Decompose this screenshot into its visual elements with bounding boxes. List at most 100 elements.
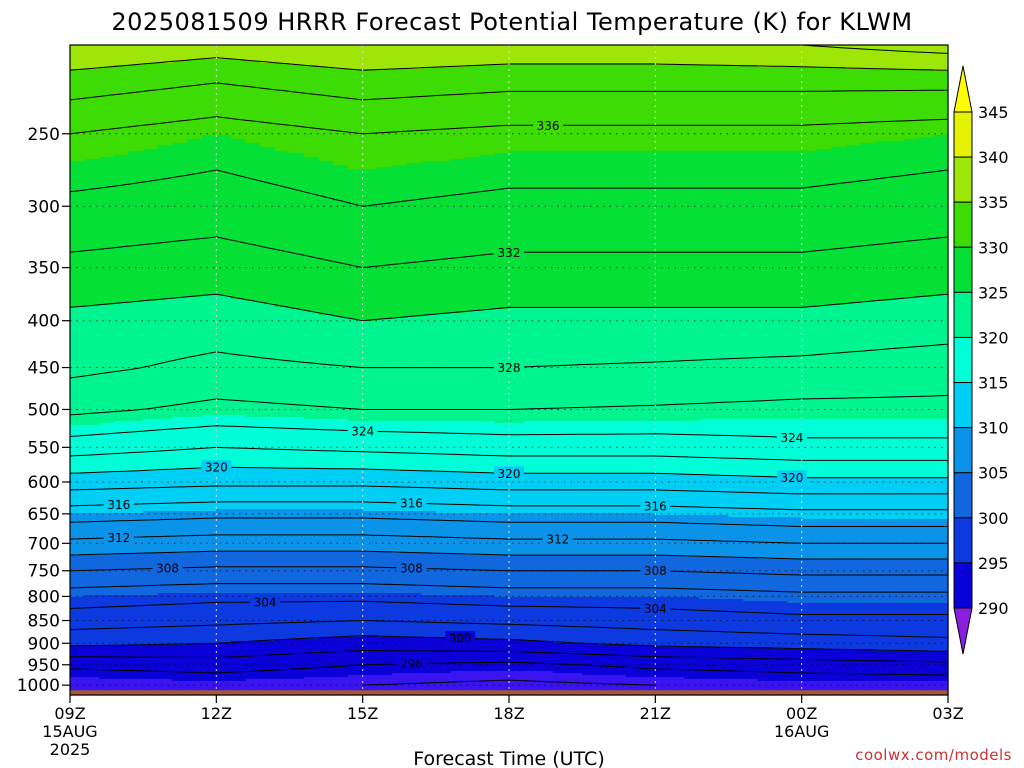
fill-cell [99,595,115,646]
fill-cell [816,305,832,420]
y-tick-label-700: 700 [28,534,60,554]
fill-cell [552,597,569,644]
contour-304 [69,600,948,615]
fill-cell [450,671,466,696]
x-tick-label-12Z: 12Z [201,704,232,723]
fill-cell [523,307,539,422]
fill-cell [406,593,422,638]
fill-cell [421,67,437,162]
contour-label-text: 300 [449,632,472,646]
fill-cell [216,45,232,60]
fill-cell [391,165,408,318]
fill-cell [421,315,437,422]
fill-cell [874,477,891,520]
fill-cell [787,151,803,308]
fill-cell [201,467,217,512]
y-tick-label-500: 500 [28,400,60,420]
colorbar: 345 340 335 330 325 320 315 310 305 300 295 290 [953,65,1009,655]
fill-cell [348,45,364,70]
fill-cell [626,151,642,308]
fill-cell [743,151,759,308]
fill-cell [509,45,525,64]
fill-cell [289,551,305,594]
fill-cell [918,419,934,478]
fill-cell [201,551,217,594]
fill-cell [538,151,554,308]
fill-cell [626,473,642,514]
fill-cell [787,603,803,650]
contour-label-text: 320 [780,471,803,485]
fill-cell [728,45,744,66]
fill-cell [377,551,393,594]
fill-cell [874,141,891,302]
fill-cell [260,147,276,304]
contour-label-bg [542,532,573,547]
fill-cell [918,137,934,298]
fill-cell [611,421,627,474]
fill-cell [772,67,788,152]
x-axis-title: Forecast Time (UTC) [413,748,604,768]
fill-cell [699,647,715,680]
fill-cell [933,135,949,296]
fill-cell [377,69,393,168]
fill-cell [406,673,422,696]
fill-cell [640,151,656,308]
colorbar-max-extension [953,65,973,113]
fill-cell [626,45,642,64]
y-tick-label-600: 600 [28,473,60,493]
fill-cell [728,517,744,558]
fill-cell [845,303,861,420]
fill-cell [465,513,481,556]
fill-cell [274,509,291,552]
fill-cell [406,421,422,472]
fill-cell [567,673,583,696]
fill-cell [450,159,466,314]
contour-label-316: 316 [640,498,671,513]
fill-cell [318,67,334,162]
fill-cell [743,419,759,478]
fill-cell [509,63,525,152]
fill-cell [128,151,144,302]
fill-cell [874,603,891,652]
fill-cell [289,153,305,310]
contour-label-text: 296 [400,657,423,671]
fill-cell [816,149,832,306]
fill-cell [860,477,876,520]
fill-cell [728,65,744,152]
fill-cell [406,45,422,70]
fill-cell [904,519,920,560]
fill-cell [289,309,305,418]
colorbar-label-325: 325 [978,283,1009,302]
fill-cell [84,555,100,596]
fill-cell [435,513,452,554]
fill-cell [743,307,759,420]
fill-cell [128,645,144,680]
fill-cell [567,307,583,422]
fill-cell [933,419,949,478]
fill-cell [318,161,334,316]
fill-cell [157,511,174,554]
fill-cell [450,595,466,640]
fill-cell [377,469,393,512]
fill-cell [523,473,539,514]
fill-cell [552,643,569,674]
fill-cell [567,555,583,598]
fill-cell [201,415,217,468]
fill-cell [567,643,583,674]
fill-cell [889,651,905,682]
fill-cell [304,509,320,552]
y-tick-label-400: 400 [28,312,60,332]
fill-cell [274,469,291,510]
fill-cell [391,69,408,166]
fill-cell [699,65,715,152]
fill-cell [523,151,539,308]
fill-cell [494,555,510,598]
fill-cell [860,419,876,478]
fill-cell [333,69,349,166]
fill-cell [479,595,495,640]
fill-cell [713,65,730,152]
fill-cell [669,555,686,598]
fill-cell [567,421,583,474]
fill-cell [860,649,876,682]
x-tick-label-15Z: 15Z [347,704,378,723]
